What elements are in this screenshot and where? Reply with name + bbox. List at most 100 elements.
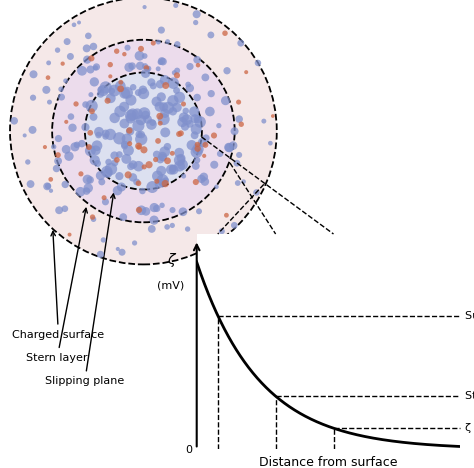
Point bbox=[173, 103, 181, 111]
Point bbox=[95, 128, 103, 136]
Point bbox=[120, 51, 128, 58]
Point bbox=[191, 108, 198, 115]
Point bbox=[172, 2, 180, 9]
Point bbox=[125, 146, 132, 154]
Point bbox=[83, 176, 91, 183]
Point bbox=[137, 135, 145, 143]
Point bbox=[173, 41, 181, 48]
Point bbox=[192, 178, 200, 186]
Point bbox=[222, 97, 229, 104]
Point bbox=[153, 151, 161, 158]
Point bbox=[93, 142, 101, 149]
Point bbox=[110, 152, 118, 159]
Point bbox=[177, 130, 185, 137]
Point bbox=[226, 144, 233, 152]
Point bbox=[70, 21, 78, 29]
Point bbox=[201, 141, 209, 149]
Point bbox=[77, 188, 84, 196]
Point bbox=[153, 98, 160, 105]
Point bbox=[55, 157, 62, 165]
Point bbox=[88, 102, 95, 110]
Point bbox=[59, 60, 66, 67]
Point bbox=[97, 251, 104, 258]
Point bbox=[177, 154, 185, 162]
Point bbox=[142, 111, 149, 119]
Point bbox=[100, 236, 107, 244]
Point bbox=[156, 58, 164, 66]
Point bbox=[67, 113, 75, 120]
Point bbox=[137, 131, 145, 139]
Point bbox=[186, 63, 194, 70]
Point bbox=[242, 68, 250, 76]
Point bbox=[159, 176, 166, 184]
Point bbox=[100, 194, 108, 201]
Point bbox=[164, 143, 171, 150]
Point bbox=[71, 143, 79, 151]
Point bbox=[229, 142, 237, 149]
Point bbox=[202, 134, 210, 142]
Point bbox=[170, 80, 177, 87]
Point bbox=[65, 153, 73, 160]
Point bbox=[128, 62, 136, 70]
Point bbox=[180, 114, 188, 121]
Point bbox=[161, 148, 169, 155]
Point bbox=[223, 212, 230, 219]
Point bbox=[149, 82, 157, 90]
Point bbox=[107, 95, 115, 102]
Point bbox=[90, 43, 97, 50]
Point bbox=[210, 161, 218, 168]
Point bbox=[158, 202, 166, 209]
Point bbox=[21, 132, 28, 139]
Point bbox=[63, 118, 70, 125]
Point bbox=[84, 184, 92, 192]
Point bbox=[175, 149, 183, 156]
Point bbox=[159, 179, 167, 187]
Point bbox=[120, 103, 128, 110]
Point bbox=[82, 124, 89, 131]
Point bbox=[78, 67, 86, 74]
Point bbox=[134, 110, 141, 117]
Point bbox=[231, 127, 238, 135]
Point bbox=[143, 64, 150, 72]
Point bbox=[176, 162, 183, 170]
Point bbox=[105, 158, 112, 166]
Point bbox=[155, 65, 162, 73]
Point bbox=[234, 179, 242, 187]
Point bbox=[157, 167, 165, 175]
Point bbox=[192, 19, 200, 26]
Point bbox=[164, 157, 171, 165]
Point bbox=[176, 94, 183, 101]
Point bbox=[201, 152, 208, 160]
Point bbox=[161, 110, 169, 117]
Point bbox=[150, 216, 158, 224]
Point bbox=[24, 158, 32, 166]
Point bbox=[199, 139, 206, 146]
Point bbox=[173, 67, 181, 74]
Point bbox=[41, 143, 49, 151]
Point bbox=[154, 137, 162, 145]
Point bbox=[92, 63, 100, 71]
Point bbox=[29, 94, 37, 102]
Point bbox=[184, 225, 191, 233]
Point bbox=[201, 178, 209, 185]
Point bbox=[149, 119, 156, 126]
Point bbox=[154, 172, 161, 180]
Point bbox=[66, 231, 73, 238]
Point bbox=[73, 141, 81, 149]
Point bbox=[47, 176, 55, 183]
Point bbox=[164, 104, 172, 111]
Point bbox=[126, 127, 133, 134]
Point bbox=[117, 85, 125, 93]
Point bbox=[155, 38, 162, 46]
Point bbox=[208, 90, 215, 97]
Point bbox=[114, 187, 121, 194]
Point bbox=[72, 100, 80, 108]
Point bbox=[110, 87, 118, 95]
Point bbox=[29, 126, 36, 134]
Point bbox=[83, 56, 91, 63]
Point bbox=[156, 112, 164, 120]
Point bbox=[159, 58, 167, 66]
X-axis label: Distance from surface: Distance from surface bbox=[259, 456, 398, 468]
Point bbox=[113, 47, 120, 55]
Point bbox=[55, 206, 63, 214]
